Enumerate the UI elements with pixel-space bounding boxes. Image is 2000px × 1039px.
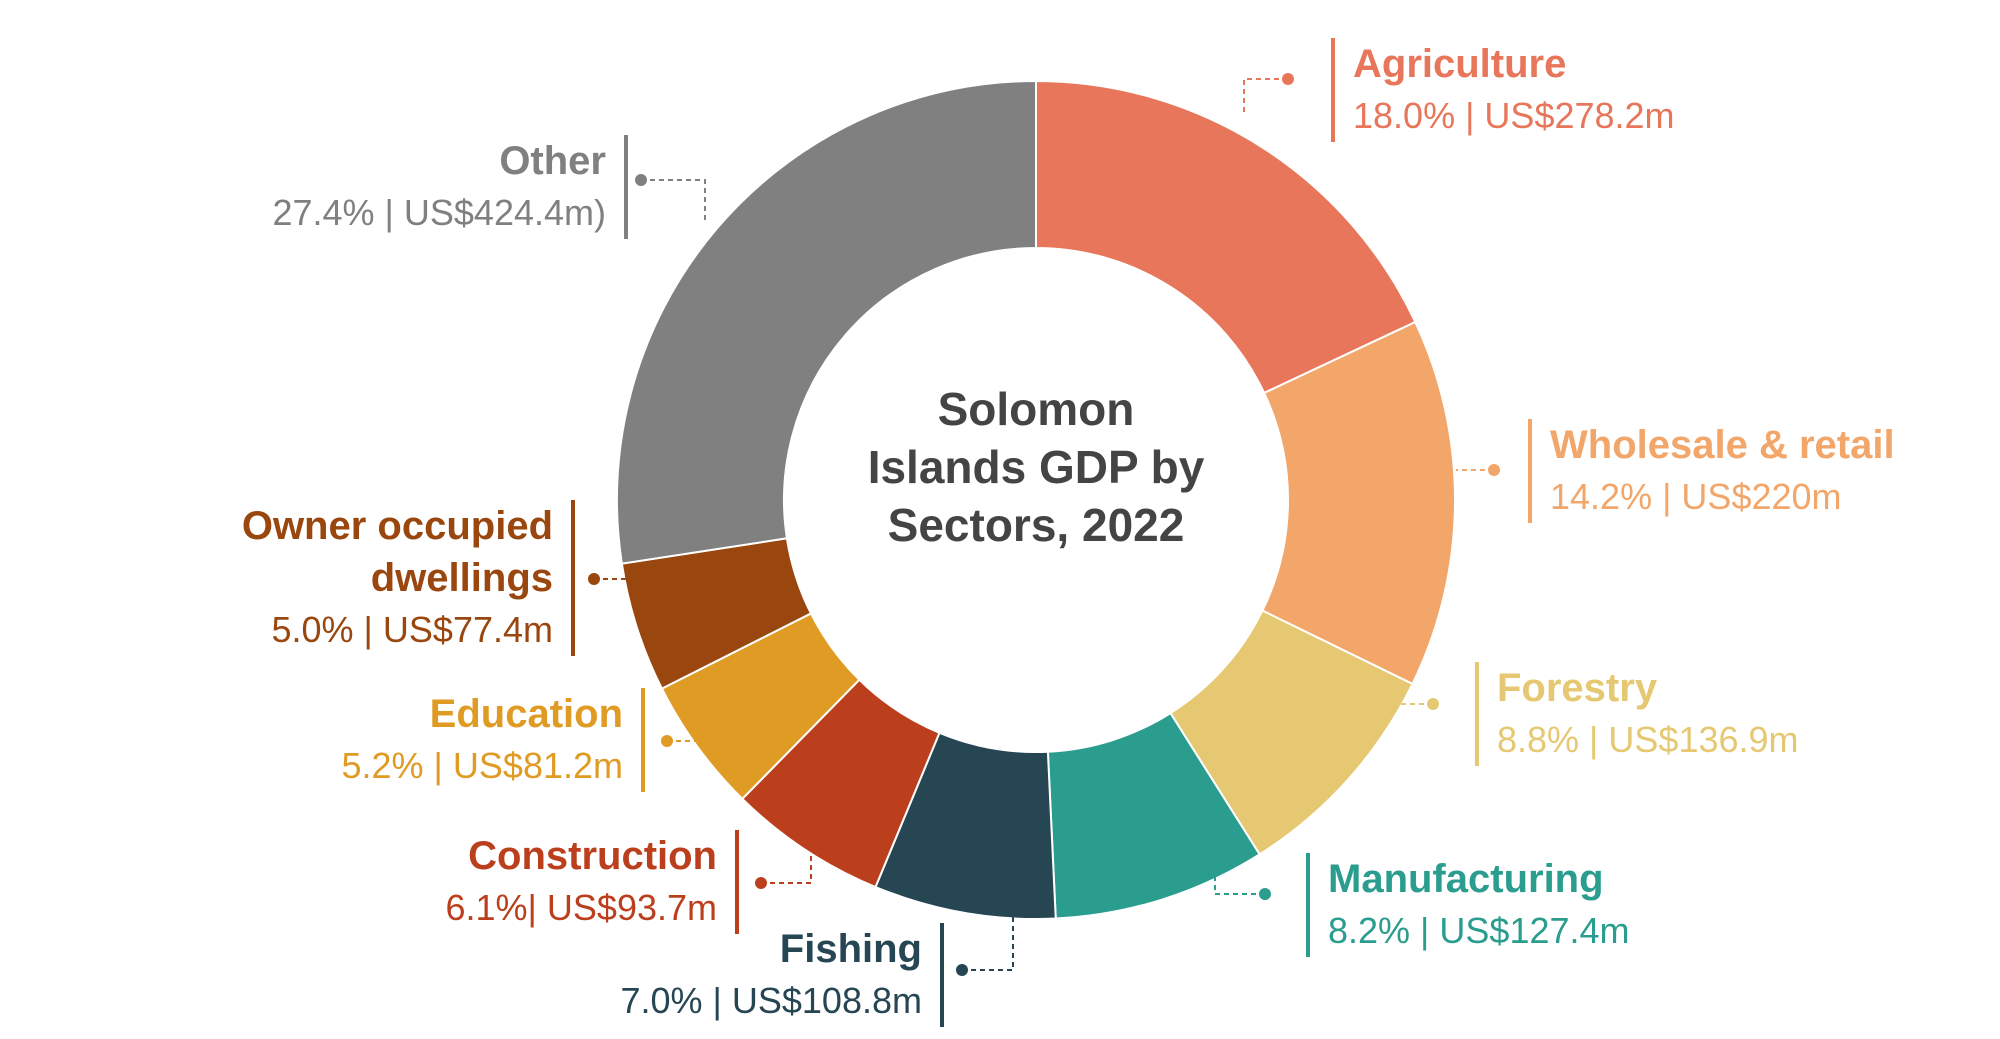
slice-label: Owner occupied dwellings 5.0% | US$77.4m <box>133 500 575 656</box>
value-label: 27.4% | US$424.4m) <box>272 192 606 233</box>
leader-line <box>1214 855 1265 895</box>
category-name: Construction <box>468 834 717 878</box>
leader-dot <box>1427 698 1439 710</box>
value-label: 5.2% | US$81.2m <box>341 745 624 786</box>
category-name: Education <box>429 692 623 736</box>
slice-label: Forestry 8.8% | US$136.9m <box>1475 662 1799 766</box>
leader-line <box>962 893 1014 971</box>
category-name: Other <box>499 139 606 183</box>
slice-label: Wholesale & retail 14.2% | US$220m <box>1528 419 1895 523</box>
slice-label: Agriculture 18.0% | US$278.2m <box>1331 38 1675 142</box>
slice-label: Manufacturing 8.2% | US$127.4m <box>1306 853 1630 957</box>
leader-line <box>761 830 812 884</box>
value-label: 14.2% | US$220m <box>1550 476 1842 517</box>
category-name: Wholesale & retail <box>1550 423 1895 467</box>
leader-dot <box>661 735 673 747</box>
value-label: 7.0% | US$108.8m <box>620 980 922 1021</box>
leader-dot <box>1488 464 1500 476</box>
category-name: Manufacturing <box>1328 857 1604 901</box>
donut-slice <box>1035 79 1417 395</box>
donut-slice <box>616 79 1037 565</box>
leader-dot <box>1259 888 1271 900</box>
category-name: Forestry <box>1497 666 1658 710</box>
value-label: 8.8% | US$136.9m <box>1497 719 1799 760</box>
slice-label: Construction 6.1%| US$93.7m <box>445 830 739 934</box>
chart-title: Solomon Islands GDP by Sectors, 2022 <box>867 383 1205 551</box>
leader-dot <box>755 877 767 889</box>
value-label: 6.1%| US$93.7m <box>445 887 718 928</box>
slice-label: Fishing 7.0% | US$108.8m <box>620 923 944 1027</box>
leader-dot <box>1282 73 1294 85</box>
slice-label: Other 27.4% | US$424.4m) <box>272 135 628 239</box>
leader-line <box>641 179 706 222</box>
category-name: Agriculture <box>1353 42 1567 86</box>
value-label: 18.0% | US$278.2m <box>1353 95 1675 136</box>
value-label: 5.0% | US$77.4m <box>271 609 554 650</box>
leader-dot <box>956 964 968 976</box>
value-label: 8.2% | US$127.4m <box>1328 910 1630 951</box>
category-name: Owner occupied dwellings <box>241 504 553 600</box>
leader-dot <box>635 174 647 186</box>
category-name: Fishing <box>779 927 922 971</box>
leader-dot <box>588 573 600 585</box>
slice-label: Education 5.2% | US$81.2m <box>341 688 645 792</box>
leader-line <box>1243 78 1288 112</box>
